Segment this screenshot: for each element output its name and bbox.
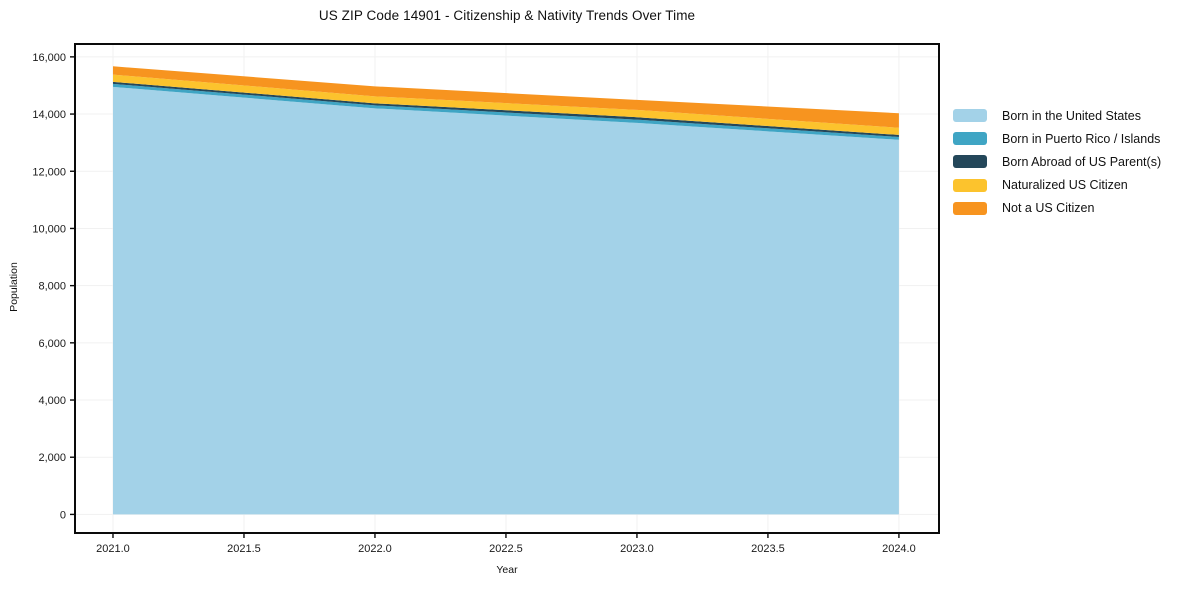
y-tick-label: 0 [60,509,66,521]
legend-label: Born in the United States [1002,108,1141,123]
x-tick-label: 2021.5 [227,543,261,555]
legend-swatch-icon [953,155,987,169]
y-tick-label: 16,000 [32,52,66,64]
x-tick-label: 2022.0 [358,543,392,555]
legend-item: Naturalized US Citizen [953,174,1161,197]
y-tick-label: 4,000 [38,395,66,407]
legend-label: Born in Puerto Rico / Islands [1002,131,1161,146]
y-axis-label: Population [8,262,20,312]
legend-item: Born in the United States [953,104,1161,127]
legend-item: Born Abroad of US Parent(s) [953,150,1161,173]
y-tick-label: 2,000 [38,452,66,464]
x-tick-label: 2021.0 [96,543,130,555]
area-series-3 [112,74,899,135]
axes: 2021.0 2021.5 2022.0 2022.5 2023.0 2023.5 2024… [32,43,940,555]
legend-item: Not a US Citizen [953,197,1161,220]
legend-swatch-icon [953,109,987,123]
y-tick-label: 12,000 [32,166,66,178]
x-tick-label: 2024.0 [882,543,916,555]
y-tick-label: 14,000 [32,109,66,121]
chart-title: US ZIP Code 14901 - Citizenship & Nativi… [318,8,696,23]
y-tick-label: 8,000 [38,281,66,293]
area-series-4 [112,66,899,128]
y-tick-label: 10,000 [32,223,66,235]
legend-label: Born Abroad of US Parent(s) [1002,154,1162,169]
legend-swatch-icon [953,178,987,192]
area-series-2 [112,81,899,137]
plot-border [74,43,940,534]
legend: Born in the United States Born in Puerto … [953,104,1161,220]
x-tick-label: 2023.5 [751,543,785,555]
legend-swatch-icon [953,132,987,146]
legend-label: Not a US Citizen [1002,201,1095,216]
area-series-1 [112,83,899,140]
y-tick-label: 6,000 [38,338,66,350]
x-tick-label: 2022.5 [489,543,523,555]
legend-item: Born in Puerto Rico / Islands [953,127,1161,150]
area-series-0 [112,86,899,515]
legend-swatch-icon [953,201,987,215]
stacked-areas [112,66,899,515]
x-tick-label: 2023.0 [620,543,654,555]
legend-label: Naturalized US Citizen [1002,178,1128,193]
x-axis-label: Year [496,564,518,576]
